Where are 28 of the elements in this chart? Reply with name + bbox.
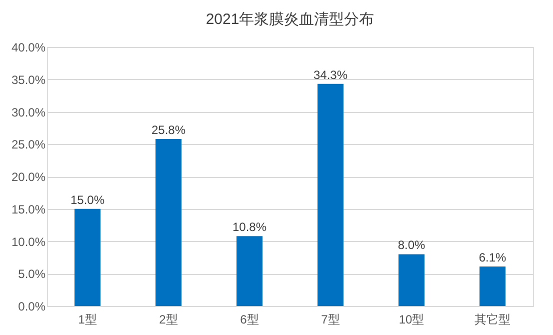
bar	[480, 266, 506, 306]
x-tick-label: 2型	[159, 312, 178, 326]
y-tick-label: 35.0%	[11, 72, 46, 87]
x-tick-label: 6型	[240, 312, 259, 326]
data-label: 34.3%	[313, 68, 348, 82]
y-tick-label: 20.0%	[11, 170, 46, 184]
y-tick-label: 15.0%	[11, 202, 46, 216]
bar	[156, 138, 182, 306]
y-tick-label: 25.0%	[11, 138, 46, 152]
bar	[236, 236, 262, 306]
x-tick-label: 7型	[321, 312, 340, 326]
data-label: 15.0%	[70, 192, 105, 207]
data-label: 6.1%	[478, 250, 506, 265]
x-tick-label: 1型	[78, 312, 97, 326]
x-tick-label: 10型	[398, 312, 424, 326]
data-label: 8.0%	[398, 238, 426, 252]
bar	[398, 254, 424, 306]
y-tick-label: 40.0%	[11, 40, 46, 54]
chart-title: 2021年浆膜炎血清型分布	[206, 11, 374, 28]
y-tick-label: 10.0%	[11, 234, 46, 249]
x-tick-label: 其它型	[474, 312, 510, 326]
y-tick-label: 30.0%	[11, 105, 46, 120]
y-tick-label: 0.0%	[18, 300, 46, 314]
y-tick-label: 5.0%	[18, 267, 46, 282]
bar	[318, 84, 344, 306]
data-label: 10.8%	[232, 220, 267, 234]
data-label: 25.8%	[151, 122, 186, 137]
bar	[74, 208, 100, 306]
